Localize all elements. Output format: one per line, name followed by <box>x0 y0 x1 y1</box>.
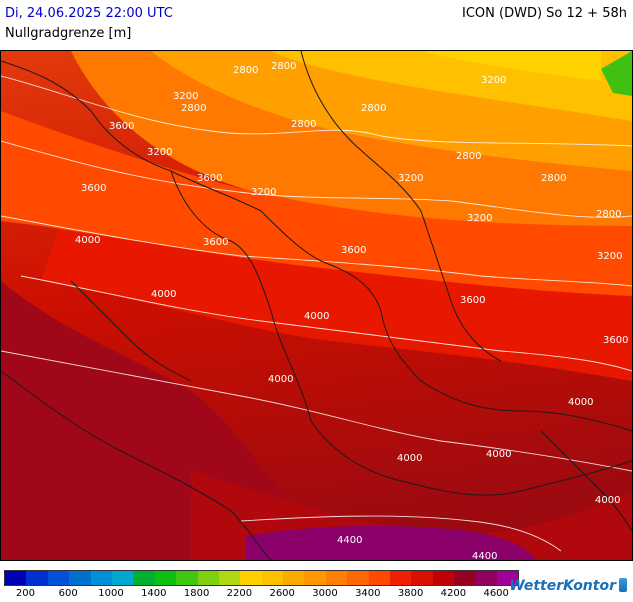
contour-label: 4000 <box>595 495 620 506</box>
contour-label: 3600 <box>341 245 366 256</box>
legend-swatch <box>154 571 177 585</box>
contour-label: 2800 <box>361 103 386 114</box>
contour-label: 4000 <box>568 397 593 408</box>
legend-color-bar <box>4 570 520 586</box>
contour-label: 3200 <box>467 213 492 224</box>
contour-labels: 2800 2800 2800 3200 2800 3600 3200 3600 … <box>75 61 628 560</box>
parameter-name: Nullgradgrenze [m] <box>5 26 132 41</box>
legend-swatch <box>390 571 412 585</box>
legend-swatch <box>411 571 433 585</box>
legend-swatch <box>5 571 27 585</box>
legend-swatch <box>90 571 112 585</box>
legend-label: 600 <box>58 588 78 599</box>
legend-tick-labels: 200 600 1000 1400 1800 2200 2600 3000 3400 3800 42… <box>4 588 519 602</box>
contour-label: 3200 <box>173 91 198 102</box>
legend-swatch <box>240 571 262 585</box>
contour-label: 3200 <box>481 75 506 86</box>
contour-label: 4000 <box>486 449 511 460</box>
legend-label: 1000 <box>98 588 124 599</box>
legend-swatch <box>347 571 369 585</box>
legend-label: 4600 <box>483 588 509 599</box>
contour-label: 3600 <box>603 335 628 346</box>
legend-swatch <box>111 571 134 585</box>
contour-label: 3600 <box>81 183 106 194</box>
legend-label: 3000 <box>312 588 338 599</box>
legend-label: 4200 <box>440 588 467 599</box>
contour-label: 4000 <box>397 453 422 464</box>
valid-time: Di, 24.06.2025 22:00 UTC <box>5 6 173 21</box>
contour-label: 3600 <box>109 121 134 132</box>
legend-label: 1400 <box>141 588 167 599</box>
contour-label: 4000 <box>75 235 100 246</box>
model-run: ICON (DWD) So 12 + 58h <box>462 6 627 21</box>
legend-label: 2200 <box>226 588 253 599</box>
contour-label: 2800 <box>233 65 258 76</box>
legend-swatch <box>261 571 284 585</box>
contour-label: 4400 <box>337 535 362 546</box>
contour-label: 3200 <box>597 251 622 262</box>
field-purple <box>246 525 536 560</box>
contour-label: 2800 <box>291 119 316 130</box>
field-bright-red <box>41 221 632 381</box>
contour-label: 3200 <box>147 147 172 158</box>
contour-label: 3600 <box>203 237 228 248</box>
legend-swatch <box>69 571 91 585</box>
contour-label: 4000 <box>151 289 176 300</box>
contour-label: 2800 <box>181 103 206 114</box>
legend-label: 3800 <box>397 588 424 599</box>
legend-swatch <box>432 571 455 585</box>
legend-swatch <box>496 571 519 585</box>
legend-swatch <box>26 571 48 585</box>
contour-label: 4000 <box>268 374 293 385</box>
legend-label: 200 <box>15 588 35 599</box>
legend-swatch <box>325 571 348 585</box>
legend-swatch <box>304 571 326 585</box>
contour-label: 4400 <box>472 551 497 560</box>
legend-swatch <box>197 571 219 585</box>
color-legend: 200 600 1000 1400 1800 2200 2600 3000 3400 3800 42… <box>4 570 520 602</box>
contour-label: 3600 <box>197 173 222 184</box>
contour-label: 2800 <box>596 209 621 220</box>
legend-swatch <box>47 571 70 585</box>
brand-name: WetterKontor <box>509 578 616 594</box>
legend-label: 3400 <box>355 588 381 599</box>
legend-swatch <box>218 571 241 585</box>
legend-label: 1800 <box>183 588 210 599</box>
legend-swatch <box>283 571 305 585</box>
legend-swatch <box>368 571 391 585</box>
contour-label: 2800 <box>271 61 296 72</box>
contour-label: 3600 <box>460 295 485 306</box>
field-green <box>601 51 632 96</box>
contour-lines <box>1 75 632 552</box>
contour-label: 3200 <box>398 173 423 184</box>
field-yellow <box>421 51 601 81</box>
legend-label: 2600 <box>269 588 295 599</box>
contour-label: 4000 <box>304 311 329 322</box>
legend-swatch <box>133 571 155 585</box>
contour-label: 2800 <box>541 173 566 184</box>
legend-swatch <box>454 571 476 585</box>
contour-label: 3200 <box>251 187 276 198</box>
freezing-level-map[interactable]: 2800 2800 2800 3200 2800 3600 3200 3600 … <box>0 50 633 561</box>
brand-bars-icon <box>619 578 627 592</box>
country-borders <box>1 51 632 560</box>
map-canvas: 2800 2800 2800 3200 2800 3600 3200 3600 … <box>1 51 632 560</box>
brand-logo: WetterKontor <box>509 578 627 594</box>
legend-swatch <box>475 571 497 585</box>
legend-swatch <box>176 571 198 585</box>
contour-label: 2800 <box>456 151 481 162</box>
